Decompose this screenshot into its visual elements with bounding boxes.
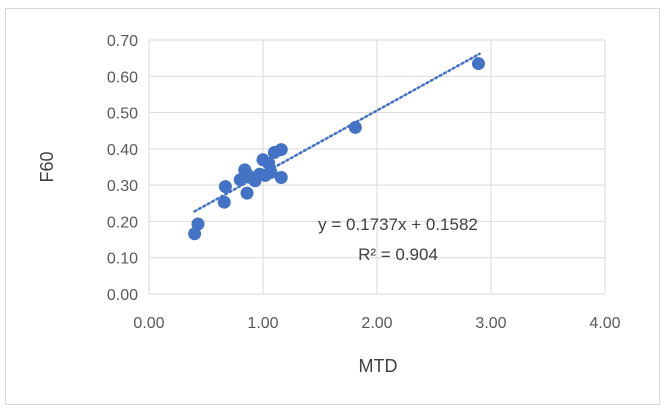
data-point [191,217,205,231]
data-point [217,195,231,209]
x-tick-label: 4.00 [589,315,620,332]
x-tick-label: 3.00 [475,315,506,332]
x-axis-label: MTD [359,356,398,376]
trendline-path [193,52,481,213]
x-tick-label: 0.00 [133,315,164,332]
r-squared-label: R² = 0.904 [358,245,438,264]
y-axis-label: F60 [37,151,57,182]
y-tick-label: 0.20 [107,214,138,231]
y-tick-label: 0.30 [107,178,138,195]
data-point [240,186,254,200]
tick-labels: 0.00 0.10 0.20 0.30 0.40 0.50 0.60 0.70 0.00 1.00… [107,33,621,332]
y-tick-label: 0.70 [107,33,138,50]
y-tick-label: 0.10 [107,251,138,268]
y-tick-label: 0.50 [107,106,138,123]
data-point [264,165,278,179]
chart-area [5,8,660,405]
trendline-equation: y = 0.1737x + 0.1582 [318,215,478,234]
x-tick-label: 2.00 [361,315,392,332]
data-point [274,171,288,185]
data-point [348,120,362,134]
data-point [188,227,202,241]
data-points [188,57,485,241]
y-tick-label: 0.00 [107,287,138,304]
x-tick-label: 1.00 [247,315,278,332]
y-tick-label: 0.40 [107,142,138,159]
data-point [274,143,288,157]
data-point [471,57,485,71]
data-point [218,180,232,194]
gridlines [148,39,606,295]
trendline [193,52,481,213]
y-tick-label: 0.60 [107,69,138,86]
